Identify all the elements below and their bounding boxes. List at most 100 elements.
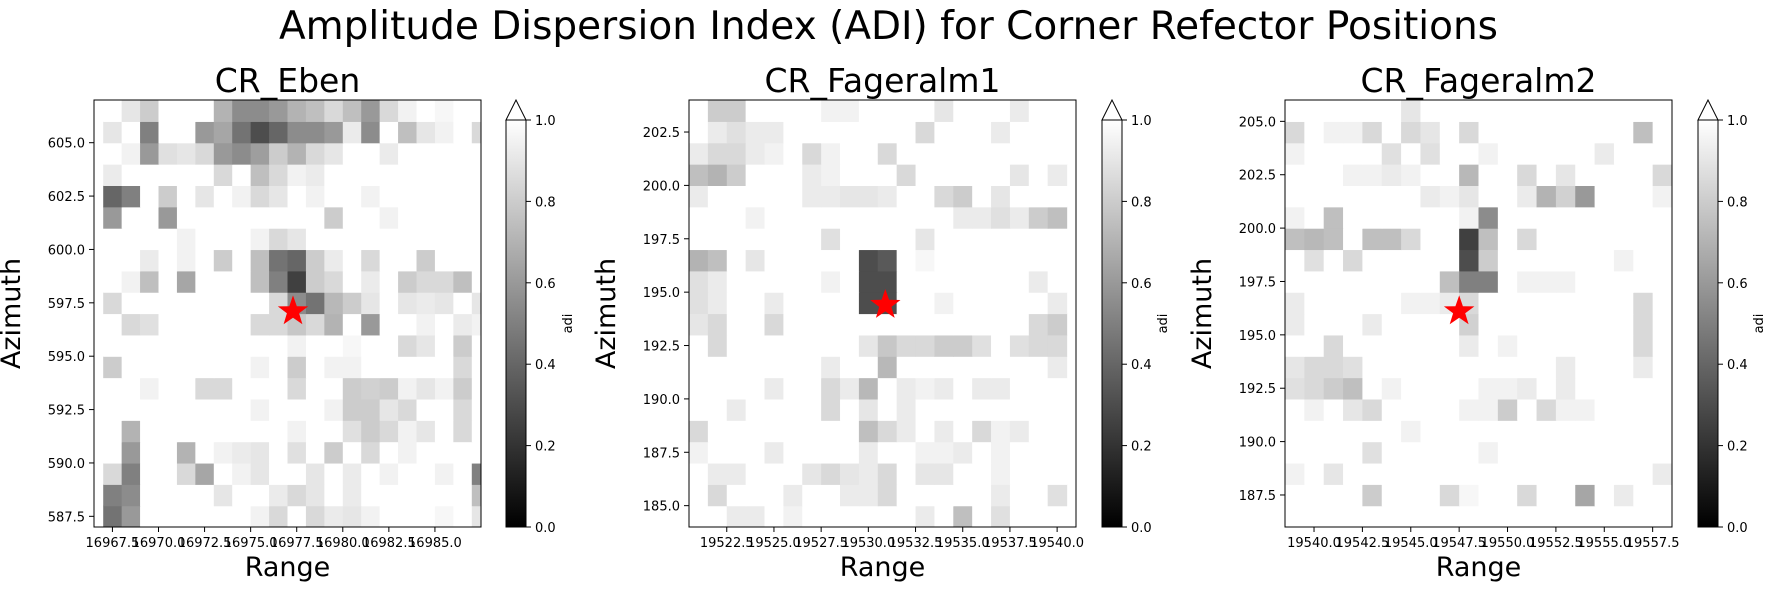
heatmap-cell: [1009, 249, 1030, 272]
heatmap-cell: [269, 462, 289, 485]
heatmap-cell: [1613, 334, 1634, 357]
heatmap-cell: [1362, 142, 1383, 165]
heatmap-cell: [342, 377, 362, 400]
heatmap-cell: [1343, 313, 1363, 336]
heatmap-cell: [305, 164, 325, 186]
heatmap-cells: [103, 100, 481, 527]
heatmap-cell: [176, 334, 196, 357]
heatmap-cell: [840, 164, 860, 186]
heatmap-cell: [1381, 292, 1402, 315]
heatmap-cell: [361, 292, 381, 315]
heatmap-cell: [934, 100, 954, 122]
heatmap-cell: [1575, 270, 1596, 293]
heatmap-cell: [1343, 249, 1363, 272]
heatmap-cell: [1304, 505, 1325, 527]
heatmap-cell: [1009, 484, 1030, 507]
heatmap-cell: [1343, 164, 1363, 186]
heatmap-cell: [1028, 228, 1049, 251]
heatmap-cell: [176, 249, 196, 272]
heatmap-cell: [1009, 270, 1030, 293]
heatmap-cell: [1362, 185, 1383, 208]
heatmap-cell: [1459, 505, 1480, 527]
heatmap-cell: [453, 121, 473, 144]
heatmap-cell: [121, 334, 141, 357]
heatmap-cell: [176, 270, 196, 293]
heatmap-cell: [1401, 484, 1422, 507]
heatmap-cell: [1362, 420, 1383, 443]
heatmap-cell: [1633, 292, 1654, 315]
heatmap-cell: [1009, 377, 1030, 400]
heatmap-cell: [858, 441, 879, 464]
heatmap-cell: [1323, 292, 1344, 315]
heatmap-cell: [176, 356, 196, 379]
heatmap-cell: [158, 228, 178, 251]
heatmap-cell: [121, 228, 141, 251]
heatmap-cell: [250, 313, 270, 336]
heatmap-cell: [213, 164, 233, 186]
heatmap-cell: [1439, 206, 1460, 229]
heatmap-cell: [689, 206, 709, 229]
heatmap-cell: [1478, 249, 1499, 272]
heatmap-cell: [1652, 100, 1672, 122]
heatmap-cell: [934, 206, 954, 229]
x-tick-label: 19545.0: [1384, 536, 1438, 551]
heatmap-cell: [991, 462, 1011, 485]
heatmap-cell: [287, 377, 307, 400]
heatmap-cell: [1497, 334, 1518, 357]
heatmap-cell: [726, 377, 747, 400]
heatmap-cell: [121, 121, 141, 144]
heatmap-cell: [361, 142, 381, 165]
heatmap-cell: [140, 441, 160, 464]
heatmap-cell: [1285, 334, 1305, 357]
y-tick-label: 197.5: [643, 233, 680, 248]
heatmap-cell: [103, 356, 123, 379]
heatmap-cell: [1304, 420, 1325, 443]
heatmap-cell: [1478, 121, 1499, 144]
heatmap-cell: [764, 505, 784, 527]
heatmap-cell: [1028, 185, 1049, 208]
heatmap-cell: [103, 185, 123, 208]
heatmap-cell: [1009, 420, 1030, 443]
heatmap-cell: [840, 356, 860, 379]
heatmap-cell: [1028, 505, 1049, 527]
heatmap-cell: [1478, 292, 1499, 315]
heatmap-cell: [250, 420, 270, 443]
heatmap-cell: [1304, 121, 1325, 144]
figure-title: Amplitude Dispersion Index (ADI) for Cor…: [278, 4, 1499, 49]
heatmap-cell: [745, 356, 766, 379]
heatmap-cell: [416, 377, 436, 400]
heatmap-cell: [1575, 292, 1596, 315]
heatmap-cell: [324, 313, 344, 336]
heatmap-cell: [934, 505, 954, 527]
heatmap-cell: [471, 505, 481, 527]
heatmap-cell: [453, 484, 473, 507]
heatmap-cell: [1323, 206, 1344, 229]
heatmap-cell: [1009, 441, 1030, 464]
heatmap-cell: [1652, 484, 1672, 507]
heatmap-cell: [250, 228, 270, 251]
heatmap-cell: [745, 377, 766, 400]
heatmap-cell: [840, 441, 860, 464]
heatmap-cell: [287, 121, 307, 144]
y-tick-label: 605.0: [48, 137, 85, 152]
heatmap-cell: [1652, 313, 1672, 336]
heatmap-cell: [1401, 249, 1422, 272]
axes-frame: [93, 99, 482, 528]
heatmap-cell: [1323, 356, 1344, 379]
heatmap-cell: [1652, 121, 1672, 144]
heatmap-cell: [1362, 356, 1383, 379]
heatmap-cell: [1420, 185, 1441, 208]
heatmap-cell: [783, 100, 803, 122]
heatmap-cell: [877, 142, 898, 165]
heatmap-cell: [176, 505, 196, 527]
heatmap-cell: [1497, 377, 1518, 400]
heatmap-cell: [1555, 292, 1576, 315]
heatmap-cell: [1343, 121, 1363, 144]
heatmap-cell: [707, 420, 728, 443]
heatmap-cell: [726, 164, 747, 186]
heatmap-cell: [1575, 398, 1596, 421]
heatmap-cell: [269, 420, 289, 443]
heatmap-cell: [991, 142, 1011, 165]
heatmap-cell: [269, 377, 289, 400]
x-axis-label: Range: [1436, 552, 1522, 583]
